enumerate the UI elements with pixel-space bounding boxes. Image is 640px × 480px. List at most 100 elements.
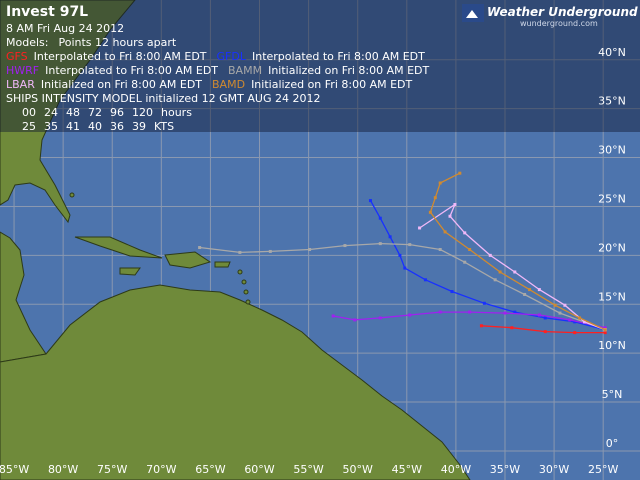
- track-point: [238, 250, 242, 254]
- track-point: [603, 328, 607, 332]
- track-point: [463, 260, 467, 264]
- ships-kts: 25 35 41 40 36 39 KTS: [22, 120, 174, 133]
- lat-label: 0°: [606, 437, 619, 450]
- model-name: BAMD: [212, 78, 245, 91]
- track-point: [308, 247, 312, 251]
- lat-label: 5°N: [602, 388, 623, 401]
- model-note: Initialized on Fri 8:00 AM EDT: [251, 78, 412, 91]
- track-point: [418, 226, 422, 230]
- hour: 00: [22, 106, 36, 119]
- track-point: [458, 171, 462, 175]
- model-name: GFDL: [217, 50, 247, 63]
- legend-row: HWRF Interpolated to Fri 8:00 AM EDT BAMM I…: [6, 64, 430, 77]
- track-point: [378, 216, 382, 220]
- intensity: 40: [88, 120, 102, 133]
- track-point: [553, 303, 557, 307]
- track-point: [603, 326, 607, 330]
- track-point: [573, 331, 577, 335]
- track-point: [388, 235, 392, 239]
- lon-label: 55°W: [293, 463, 323, 476]
- track: [369, 200, 606, 331]
- track-point: [537, 313, 541, 317]
- track-point: [423, 278, 427, 282]
- track-point: [268, 249, 272, 253]
- lon-label: 60°W: [244, 463, 274, 476]
- track-point: [543, 316, 547, 320]
- lon-label: 50°W: [343, 463, 373, 476]
- island: [241, 279, 247, 285]
- track-point: [563, 303, 567, 307]
- lon-label: 80°W: [48, 463, 78, 476]
- hour: 48: [66, 106, 80, 119]
- cuba: [74, 236, 163, 259]
- models-label: Models:: [6, 36, 48, 49]
- track-point: [408, 313, 412, 317]
- lon-label: 85°W: [0, 463, 29, 476]
- track-point: [353, 318, 357, 322]
- intensity: 35: [44, 120, 58, 133]
- intensity: 25: [22, 120, 36, 133]
- track-point: [603, 331, 607, 335]
- track-point: [463, 231, 467, 235]
- track-point: [578, 316, 582, 320]
- track-point: [443, 230, 447, 234]
- lat-label: 10°N: [598, 339, 626, 352]
- island: [245, 299, 251, 305]
- ships-hours: 00 24 48 72 96 120 hours: [22, 106, 192, 119]
- lon-label: 40°W: [441, 463, 471, 476]
- hour: 96: [110, 106, 124, 119]
- track-point: [378, 316, 382, 320]
- track-point: [558, 311, 562, 315]
- track-point: [482, 301, 486, 305]
- track-point: [438, 310, 442, 314]
- lat-label: 25°N: [598, 192, 626, 205]
- lon-label: 65°W: [195, 463, 225, 476]
- hour: 72: [88, 106, 102, 119]
- track-point: [331, 314, 335, 318]
- lon-label: 75°W: [97, 463, 127, 476]
- intensity: 41: [66, 120, 80, 133]
- jamaica: [119, 267, 141, 276]
- track-point: [583, 320, 587, 324]
- track-point: [573, 320, 577, 324]
- puerto-rico: [214, 261, 231, 268]
- track-point: [537, 288, 541, 292]
- track-point: [398, 253, 402, 257]
- hour: 120: [132, 106, 153, 119]
- track-point: [503, 311, 507, 315]
- intensity: 39: [132, 120, 146, 133]
- track-point: [403, 266, 407, 270]
- model-name: GFS: [6, 50, 28, 63]
- lat-label: 20°N: [598, 241, 626, 254]
- kts-unit: KTS: [154, 120, 174, 133]
- model-note: Initialized on Fri 8:00 AM EDT: [268, 64, 429, 77]
- track-point: [568, 318, 572, 322]
- header: Invest 97L 8 AM Fri Aug 24 2012 Models: P…: [6, 4, 430, 133]
- model-note: Interpolated to Fri 8:00 AM EDT: [45, 64, 218, 77]
- logo-url: wunderground.com: [520, 19, 598, 28]
- lat-label: 30°N: [598, 144, 626, 157]
- model-note: Initialized on Fri 8:00 AM EDT: [41, 78, 202, 91]
- lon-label: 30°W: [539, 463, 569, 476]
- legend-row: GFS Interpolated to Fri 8:00 AM EDT GFDL In…: [6, 50, 425, 63]
- intensity: 36: [110, 120, 124, 133]
- land: [0, 0, 471, 480]
- lon-label: 45°W: [392, 463, 422, 476]
- track-point: [468, 310, 472, 314]
- legend-row: LBAR Initialized on Fri 8:00 AM EDT BAMD In…: [6, 78, 413, 91]
- track-point: [368, 199, 372, 203]
- track-point: [448, 214, 452, 218]
- track-point: [523, 292, 527, 296]
- track-point: [510, 326, 514, 330]
- track-point: [488, 253, 492, 257]
- tracks: [198, 171, 607, 335]
- track-point: [493, 278, 497, 282]
- track-point: [479, 324, 483, 328]
- lat-label: 35°N: [598, 95, 626, 108]
- lat-label: 15°N: [598, 290, 626, 303]
- track-point: [513, 310, 517, 314]
- axis-labels: 85°W 80°W 75°W 70°W 65°W 60°W 55°W 50°W 45°W 40°W…: [0, 46, 626, 476]
- track-point: [453, 202, 457, 206]
- title: Invest 97L: [6, 4, 88, 20]
- track-point: [198, 246, 202, 250]
